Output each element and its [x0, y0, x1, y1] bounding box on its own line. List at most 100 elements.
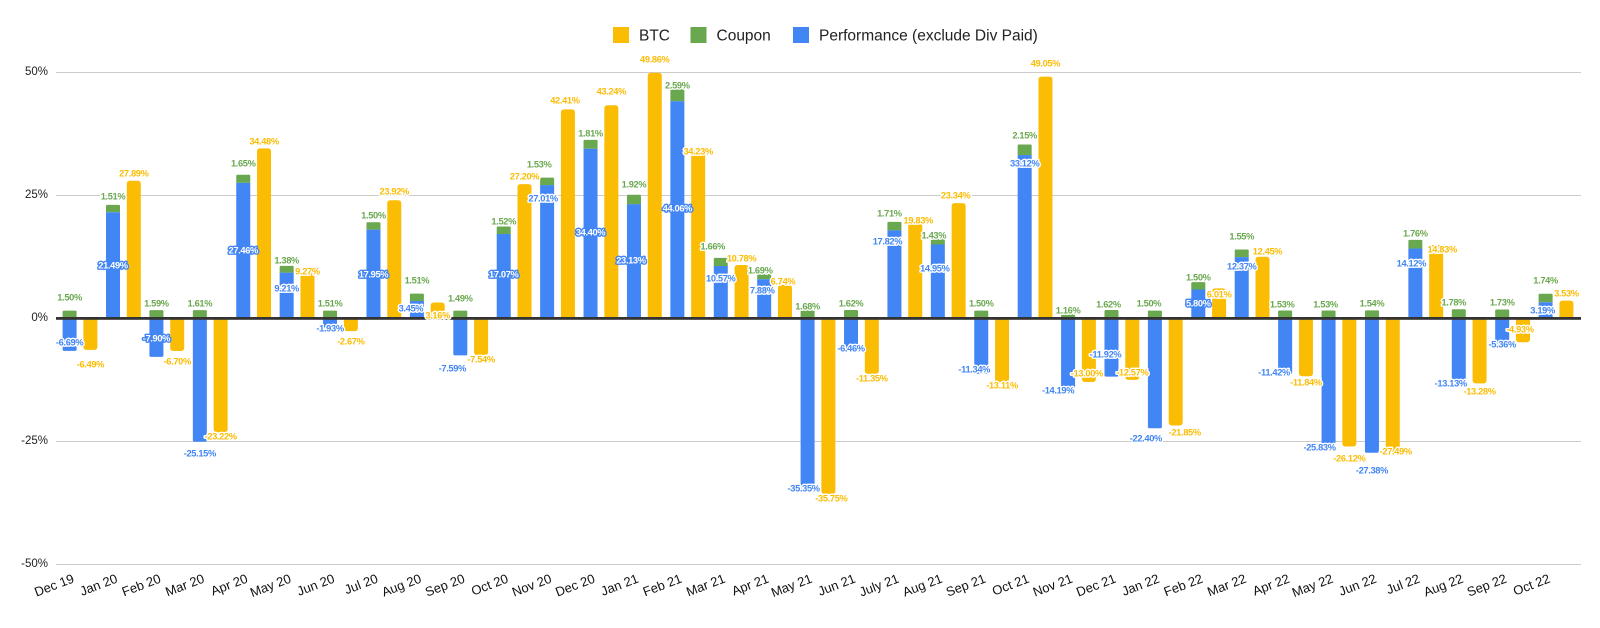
svg-text:1.66%: 1.66%	[700, 241, 726, 251]
svg-text:-27.38%: -27.38%	[1356, 465, 1389, 475]
svg-text:42.41%: 42.41%	[550, 95, 581, 105]
svg-text:1.53%: 1.53%	[1313, 299, 1339, 309]
svg-text:1.65%: 1.65%	[231, 158, 257, 168]
svg-text:1.59%: 1.59%	[144, 298, 170, 308]
svg-text:-14.19%: -14.19%	[1042, 385, 1075, 395]
svg-text:-12.57%: -12.57%	[1116, 367, 1149, 377]
svg-text:-6.69%: -6.69%	[56, 337, 84, 347]
svg-text:12.37%: 12.37%	[1227, 261, 1258, 271]
svg-text:1.55%: 1.55%	[1229, 231, 1255, 241]
svg-text:3.19%: 3.19%	[1530, 305, 1556, 315]
svg-text:-13.00%: -13.00%	[1071, 368, 1104, 378]
svg-text:3.16%: 3.16%	[425, 310, 451, 320]
svg-text:-6.46%: -6.46%	[837, 343, 865, 353]
svg-text:1.62%: 1.62%	[1096, 299, 1122, 309]
svg-text:-26.12%: -26.12%	[1333, 453, 1366, 463]
svg-text:17.07%: 17.07%	[489, 269, 520, 279]
svg-text:-13.28%: -13.28%	[1463, 386, 1496, 396]
svg-text:2.59%: 2.59%	[665, 80, 691, 90]
svg-text:34.23%: 34.23%	[683, 146, 714, 156]
svg-text:1.16%: 1.16%	[1056, 305, 1082, 315]
svg-text:49.05%: 49.05%	[1031, 58, 1062, 68]
svg-text:-35.35%: -35.35%	[788, 483, 821, 493]
svg-text:1.52%: 1.52%	[491, 216, 517, 226]
svg-text:2.15%: 2.15%	[1012, 130, 1038, 140]
svg-text:1.53%: 1.53%	[1270, 299, 1296, 309]
svg-text:-11.42%: -11.42%	[1258, 367, 1291, 377]
svg-text:14.12%: 14.12%	[1397, 258, 1428, 268]
svg-text:-23.22%: -23.22%	[205, 431, 238, 441]
svg-text:1.92%: 1.92%	[622, 179, 648, 189]
svg-text:-6.49%: -6.49%	[77, 359, 105, 369]
svg-text:-5.36%: -5.36%	[1489, 339, 1517, 349]
svg-text:23.13%: 23.13%	[616, 255, 647, 265]
svg-text:-35.75%: -35.75%	[815, 493, 848, 503]
svg-text:1.54%: 1.54%	[1360, 298, 1386, 308]
svg-text:1.68%: 1.68%	[795, 301, 821, 311]
svg-text:27.20%: 27.20%	[510, 171, 541, 181]
svg-text:-11.34%: -11.34%	[958, 364, 991, 374]
svg-text:34.48%: 34.48%	[249, 136, 280, 146]
svg-text:1.62%: 1.62%	[839, 298, 865, 308]
svg-text:-25%: -25%	[21, 435, 48, 447]
svg-text:1.51%: 1.51%	[101, 191, 127, 201]
svg-text:-22.40%: -22.40%	[1130, 433, 1163, 443]
svg-text:-4.93%: -4.93%	[1506, 324, 1534, 334]
svg-text:33.12%: 33.12%	[1010, 158, 1041, 168]
svg-text:Coupon: Coupon	[717, 28, 771, 45]
svg-text:-6.70%: -6.70%	[164, 356, 192, 366]
svg-text:50%: 50%	[25, 66, 48, 78]
svg-text:25%: 25%	[25, 189, 48, 201]
svg-text:-25.15%: -25.15%	[184, 448, 217, 458]
svg-text:-7.90%: -7.90%	[143, 333, 171, 343]
svg-text:1.73%: 1.73%	[1490, 297, 1516, 307]
svg-text:12.45%: 12.45%	[1253, 246, 1284, 256]
svg-text:-1.93%: -1.93%	[316, 323, 344, 333]
svg-text:27.01%: 27.01%	[528, 193, 559, 203]
svg-text:-25.83%: -25.83%	[1303, 442, 1336, 452]
svg-text:21.49%: 21.49%	[98, 260, 129, 270]
svg-text:9.21%: 9.21%	[274, 283, 300, 293]
svg-text:-27.49%: -27.49%	[1380, 446, 1413, 456]
svg-text:27.89%: 27.89%	[119, 168, 150, 178]
svg-text:43.24%: 43.24%	[597, 86, 628, 96]
svg-text:6.74%: 6.74%	[771, 276, 797, 286]
svg-text:1.50%: 1.50%	[1186, 272, 1212, 282]
svg-text:1.49%: 1.49%	[448, 293, 474, 303]
svg-text:-11.92%: -11.92%	[1090, 349, 1123, 359]
svg-text:1.61%: 1.61%	[188, 298, 214, 308]
svg-text:10.57%: 10.57%	[706, 273, 737, 283]
svg-text:1.51%: 1.51%	[318, 298, 344, 308]
svg-text:BTC: BTC	[639, 28, 670, 45]
svg-text:6.01%: 6.01%	[1207, 289, 1233, 299]
svg-text:-7.54%: -7.54%	[467, 354, 495, 364]
svg-text:1.71%: 1.71%	[877, 208, 903, 218]
svg-text:1.50%: 1.50%	[361, 210, 387, 220]
svg-text:1.69%: 1.69%	[748, 265, 774, 275]
svg-text:3.53%: 3.53%	[1554, 288, 1580, 298]
svg-text:1.51%: 1.51%	[405, 275, 431, 285]
svg-text:-13.11%: -13.11%	[986, 380, 1019, 390]
svg-text:1.74%: 1.74%	[1533, 275, 1559, 285]
svg-text:1.78%: 1.78%	[1441, 297, 1467, 307]
svg-text:44.06%: 44.06%	[663, 203, 694, 213]
svg-text:27.46%: 27.46%	[229, 245, 260, 255]
svg-text:17.95%: 17.95%	[359, 269, 390, 279]
svg-text:9.27%: 9.27%	[295, 266, 321, 276]
svg-text:23.92%: 23.92%	[380, 186, 411, 196]
svg-text:1.81%: 1.81%	[578, 128, 604, 138]
svg-text:0%: 0%	[31, 312, 48, 324]
svg-text:1.53%: 1.53%	[527, 159, 553, 169]
svg-text:-21.85%: -21.85%	[1169, 427, 1202, 437]
svg-text:1.76%: 1.76%	[1403, 228, 1429, 238]
svg-text:Performance (exclude Div Paid): Performance (exclude Div Paid)	[819, 28, 1038, 45]
svg-text:17.82%: 17.82%	[873, 236, 904, 246]
svg-text:3.45%: 3.45%	[399, 303, 425, 313]
svg-text:-11.84%: -11.84%	[1290, 377, 1323, 387]
svg-text:5.80%: 5.80%	[1186, 298, 1212, 308]
svg-text:23.34%: 23.34%	[941, 190, 972, 200]
svg-text:14.95%: 14.95%	[920, 263, 951, 273]
svg-text:1.50%: 1.50%	[1137, 298, 1163, 308]
svg-text:19.83%: 19.83%	[904, 215, 935, 225]
svg-text:-7.59%: -7.59%	[439, 363, 467, 373]
